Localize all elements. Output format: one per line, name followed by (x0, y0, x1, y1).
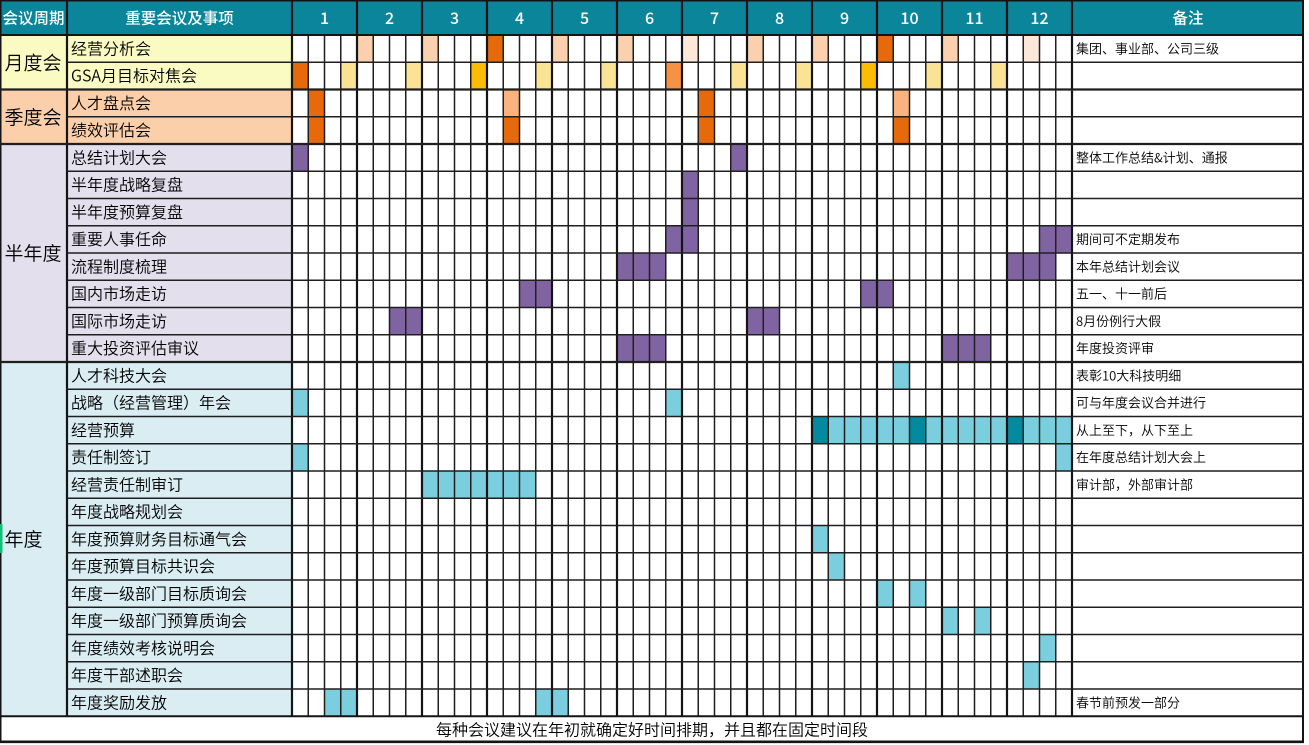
svg-text:国际市场走访: 国际市场走访 (71, 308, 167, 332)
svg-text:经营责任制审订: 经营责任制审订 (71, 471, 183, 495)
svg-text:年度一级部门目标质询会: 年度一级部门目标质询会 (71, 580, 247, 604)
svg-text:重大投资评估审议: 重大投资评估审议 (71, 335, 199, 359)
svg-text:2: 2 (385, 5, 394, 29)
svg-text:备注: 备注 (1172, 7, 1203, 29)
svg-text:7: 7 (710, 5, 719, 29)
svg-text:年度: 年度 (5, 525, 43, 552)
svg-text:半年度预算复盘: 半年度预算复盘 (71, 199, 183, 223)
svg-text:表彰10大科技明细: 表彰10大科技明细 (1076, 365, 1181, 384)
svg-text:会议周期: 会议周期 (2, 7, 64, 29)
svg-text:人才科技大会: 人才科技大会 (71, 362, 167, 386)
svg-text:8: 8 (775, 5, 784, 29)
svg-text:每种会议建议在年初就确定好时间排期，并且都在固定时间段: 每种会议建议在年初就确定好时间排期，并且都在固定时间段 (436, 716, 868, 740)
svg-text:绩效评估会: 绩效评估会 (71, 117, 151, 141)
svg-text:6: 6 (645, 5, 654, 29)
svg-text:GSA月目标对焦会: GSA月目标对焦会 (71, 63, 197, 87)
svg-text:5: 5 (580, 5, 589, 29)
svg-text:流程制度梳理: 流程制度梳理 (71, 253, 167, 277)
svg-text:9: 9 (840, 5, 849, 29)
svg-text:12: 12 (1030, 5, 1048, 29)
svg-text:半年度战略复盘: 半年度战略复盘 (71, 172, 183, 196)
svg-text:8月份例行大假: 8月份例行大假 (1076, 311, 1161, 330)
svg-text:年度战略规划会: 年度战略规划会 (71, 499, 183, 523)
svg-text:重要会议及事项: 重要会议及事项 (125, 7, 234, 29)
svg-text:可与年度会议合并进行: 可与年度会议合并进行 (1076, 393, 1206, 412)
svg-text:11: 11 (965, 5, 983, 29)
svg-text:五一、十一前后: 五一、十一前后 (1076, 284, 1167, 303)
svg-text:年度绩效考核说明会: 年度绩效考核说明会 (71, 635, 215, 659)
svg-text:3: 3 (450, 5, 459, 29)
svg-text:1: 1 (320, 5, 329, 29)
svg-text:战略（经营管理）年会: 战略（经营管理）年会 (71, 390, 231, 414)
svg-text:经营预算: 经营预算 (71, 417, 135, 441)
svg-text:重要人事任命: 重要人事任命 (71, 226, 167, 250)
svg-text:月度会: 月度会 (5, 48, 62, 75)
svg-text:半年度: 半年度 (5, 239, 62, 266)
svg-text:期间可不定期发布: 期间可不定期发布 (1076, 229, 1180, 248)
svg-text:年度投资评审: 年度投资评审 (1076, 338, 1154, 357)
svg-text:4: 4 (515, 5, 524, 29)
svg-text:年度奖励发放: 年度奖励发放 (71, 689, 167, 713)
svg-text:年度干部述职会: 年度干部述职会 (71, 662, 183, 686)
svg-text:春节前预发一部分: 春节前预发一部分 (1076, 692, 1180, 711)
svg-text:审计部，外部审计部: 审计部，外部审计部 (1076, 474, 1193, 493)
svg-text:年度预算目标共识会: 年度预算目标共识会 (71, 553, 215, 577)
svg-text:经营分析会: 经营分析会 (71, 35, 151, 59)
svg-text:年度预算财务目标通气会: 年度预算财务目标通气会 (71, 526, 247, 550)
svg-text:总结计划大会: 总结计划大会 (71, 144, 167, 168)
svg-text:在年度总结计划大会上: 在年度总结计划大会上 (1076, 447, 1206, 466)
svg-text:本年总结计划会议: 本年总结计划会议 (1076, 256, 1180, 275)
svg-text:年度一级部门预算质询会: 年度一级部门预算质询会 (71, 608, 247, 632)
svg-text:集团、事业部、公司三级: 集团、事业部、公司三级 (1076, 38, 1219, 57)
svg-text:人才盘点会: 人才盘点会 (71, 90, 151, 114)
svg-text:国内市场走访: 国内市场走访 (71, 281, 167, 305)
svg-text:从上至下，从下至上: 从上至下，从下至上 (1076, 420, 1193, 439)
svg-text:10: 10 (900, 5, 918, 29)
svg-text:责任制签订: 责任制签订 (71, 444, 151, 468)
svg-text:整体工作总结&计划、通报: 整体工作总结&计划、通报 (1076, 147, 1228, 166)
svg-text:季度会: 季度会 (5, 103, 62, 130)
